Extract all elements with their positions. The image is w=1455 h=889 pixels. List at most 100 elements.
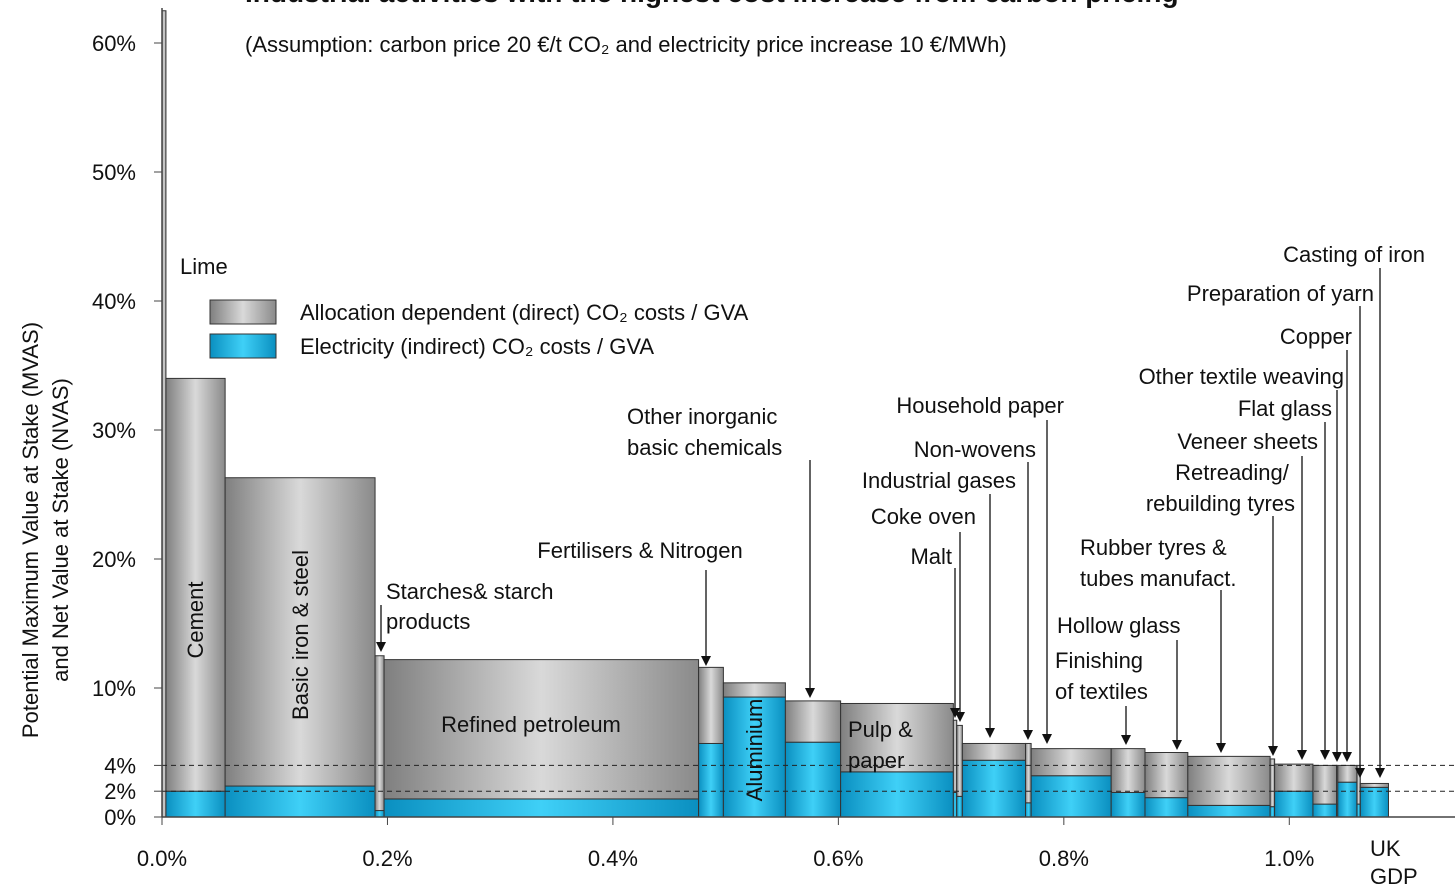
chart-subtitle: (Assumption: carbon price 20 €/t CO₂ and…: [245, 32, 1007, 57]
category-label: Household paper: [896, 393, 1064, 418]
bar-segment: [1356, 803, 1361, 818]
bar-segment: [1312, 764, 1338, 805]
y-tick-label: 20%: [92, 547, 136, 572]
bar-segment: [784, 741, 842, 818]
arrow-head: [950, 708, 960, 718]
bar-segment: [1359, 786, 1389, 818]
bar-segment: [1269, 806, 1276, 818]
category-label: Cement: [183, 581, 208, 658]
bar-segment: [952, 791, 958, 818]
category-label: Other inorganic basic chemicals: [627, 404, 784, 460]
bar-segment: [374, 810, 385, 818]
category-label: Basic iron & steel: [288, 550, 313, 720]
bar-segment: [1274, 763, 1314, 792]
arrow-head: [701, 656, 711, 666]
arrow-head: [1268, 746, 1278, 756]
bar-segment: [383, 798, 700, 818]
x-tick-label: 1.0%: [1264, 846, 1314, 871]
bar-segment: [1025, 742, 1032, 804]
bar-segment: [840, 702, 954, 773]
bar-segment: [165, 790, 226, 818]
category-label: Non-wovens: [914, 437, 1036, 462]
arrow-head: [1320, 750, 1330, 760]
arrow-head: [1216, 743, 1226, 753]
category-label: Industrial gases: [862, 468, 1016, 493]
bar-segment: [1312, 803, 1338, 818]
bar-segment: [952, 719, 958, 793]
bar-segment: [698, 666, 724, 744]
bar-segment: [1187, 755, 1271, 806]
bar-segment: [224, 785, 376, 818]
bar-segment: [840, 771, 954, 818]
category-label: Retreading/ rebuilding tyres: [1146, 460, 1295, 516]
category-label: Other textile weaving: [1139, 364, 1344, 389]
category-label: Rubber tyres & tubes manufact.: [1080, 535, 1237, 591]
bar-segment: [961, 742, 1027, 761]
bar-segment: [784, 700, 842, 743]
legend-swatch: [209, 299, 277, 325]
y-tick-label: 2%: [104, 779, 136, 804]
y-tick-label: 10%: [92, 676, 136, 701]
category-label: Preparation of yarn: [1187, 281, 1374, 306]
arrow-head: [1121, 735, 1131, 745]
y-tick-label: 40%: [92, 289, 136, 314]
x-tick-label: 0.0%: [137, 846, 187, 871]
bar-segment: [224, 477, 376, 787]
bar-segment: [956, 724, 963, 797]
y-axis-label: and Net Value at Stake (NVAS): [48, 378, 73, 682]
legend-label: Allocation dependent (direct) CO₂ costs …: [300, 300, 749, 325]
category-label: Lime: [180, 254, 228, 279]
end-label: UK GDP: [1370, 836, 1418, 889]
bar-segment: [1030, 748, 1112, 777]
category-label: Malt: [910, 544, 952, 569]
arrow-head: [1332, 752, 1342, 762]
category-label: Starches& starch products: [386, 579, 560, 634]
arrow-head: [1375, 768, 1385, 778]
legend-label: Electricity (indirect) CO₂ costs / GVA: [300, 334, 654, 359]
arrow-head: [376, 642, 386, 652]
bar-segment: [1274, 790, 1314, 818]
bar-segment: [1025, 802, 1032, 818]
category-label: Casting of iron: [1283, 242, 1425, 267]
bar-segment: [956, 795, 963, 818]
legend-swatch: [209, 333, 277, 359]
category-label: Pulp & paper: [848, 717, 919, 773]
x-tick-label: 0.6%: [813, 846, 863, 871]
category-label: Copper: [1280, 324, 1352, 349]
x-tick-label: 0.4%: [588, 846, 638, 871]
x-tick-label: 0.2%: [362, 846, 412, 871]
bar-segment: [1269, 758, 1276, 808]
arrow-head: [955, 712, 965, 722]
arrow-head: [1355, 768, 1365, 778]
chart-title: Industrial activities with the highest c…: [245, 0, 1179, 8]
bar-segment: [1110, 791, 1146, 818]
bar-segment: [1110, 748, 1146, 793]
y-axis-label: Potential Maximum Value at Stake (MVAS): [18, 322, 43, 738]
bar-segment: [1144, 797, 1189, 818]
y-tick-label: 30%: [92, 418, 136, 443]
bar-segment: [1337, 781, 1358, 818]
bar-segment: [1030, 775, 1112, 818]
arrow-head: [1172, 740, 1182, 750]
bar-segment: [722, 682, 786, 698]
category-label: Hollow glass: [1057, 613, 1181, 638]
y-tick-label: 4%: [104, 753, 136, 778]
y-tick-label: 60%: [92, 31, 136, 56]
category-label: Aluminium: [742, 699, 767, 802]
bar-segment: [374, 655, 385, 812]
y-tick-label: 0%: [104, 805, 136, 830]
arrow-head: [1042, 734, 1052, 744]
bar-segment: [1144, 752, 1189, 799]
category-label: Coke oven: [871, 504, 976, 529]
arrow-head: [985, 728, 995, 738]
category-label: Refined petroleum: [441, 712, 621, 737]
bar-segment: [1187, 804, 1271, 818]
category-label: Veneer sheets: [1177, 429, 1318, 454]
bar-segment: [1337, 764, 1358, 783]
bar-segment: [1359, 782, 1389, 788]
x-tick-label: 0.8%: [1039, 846, 1089, 871]
bar-segment: [698, 742, 724, 818]
category-label: Finishing of textiles: [1055, 648, 1149, 704]
